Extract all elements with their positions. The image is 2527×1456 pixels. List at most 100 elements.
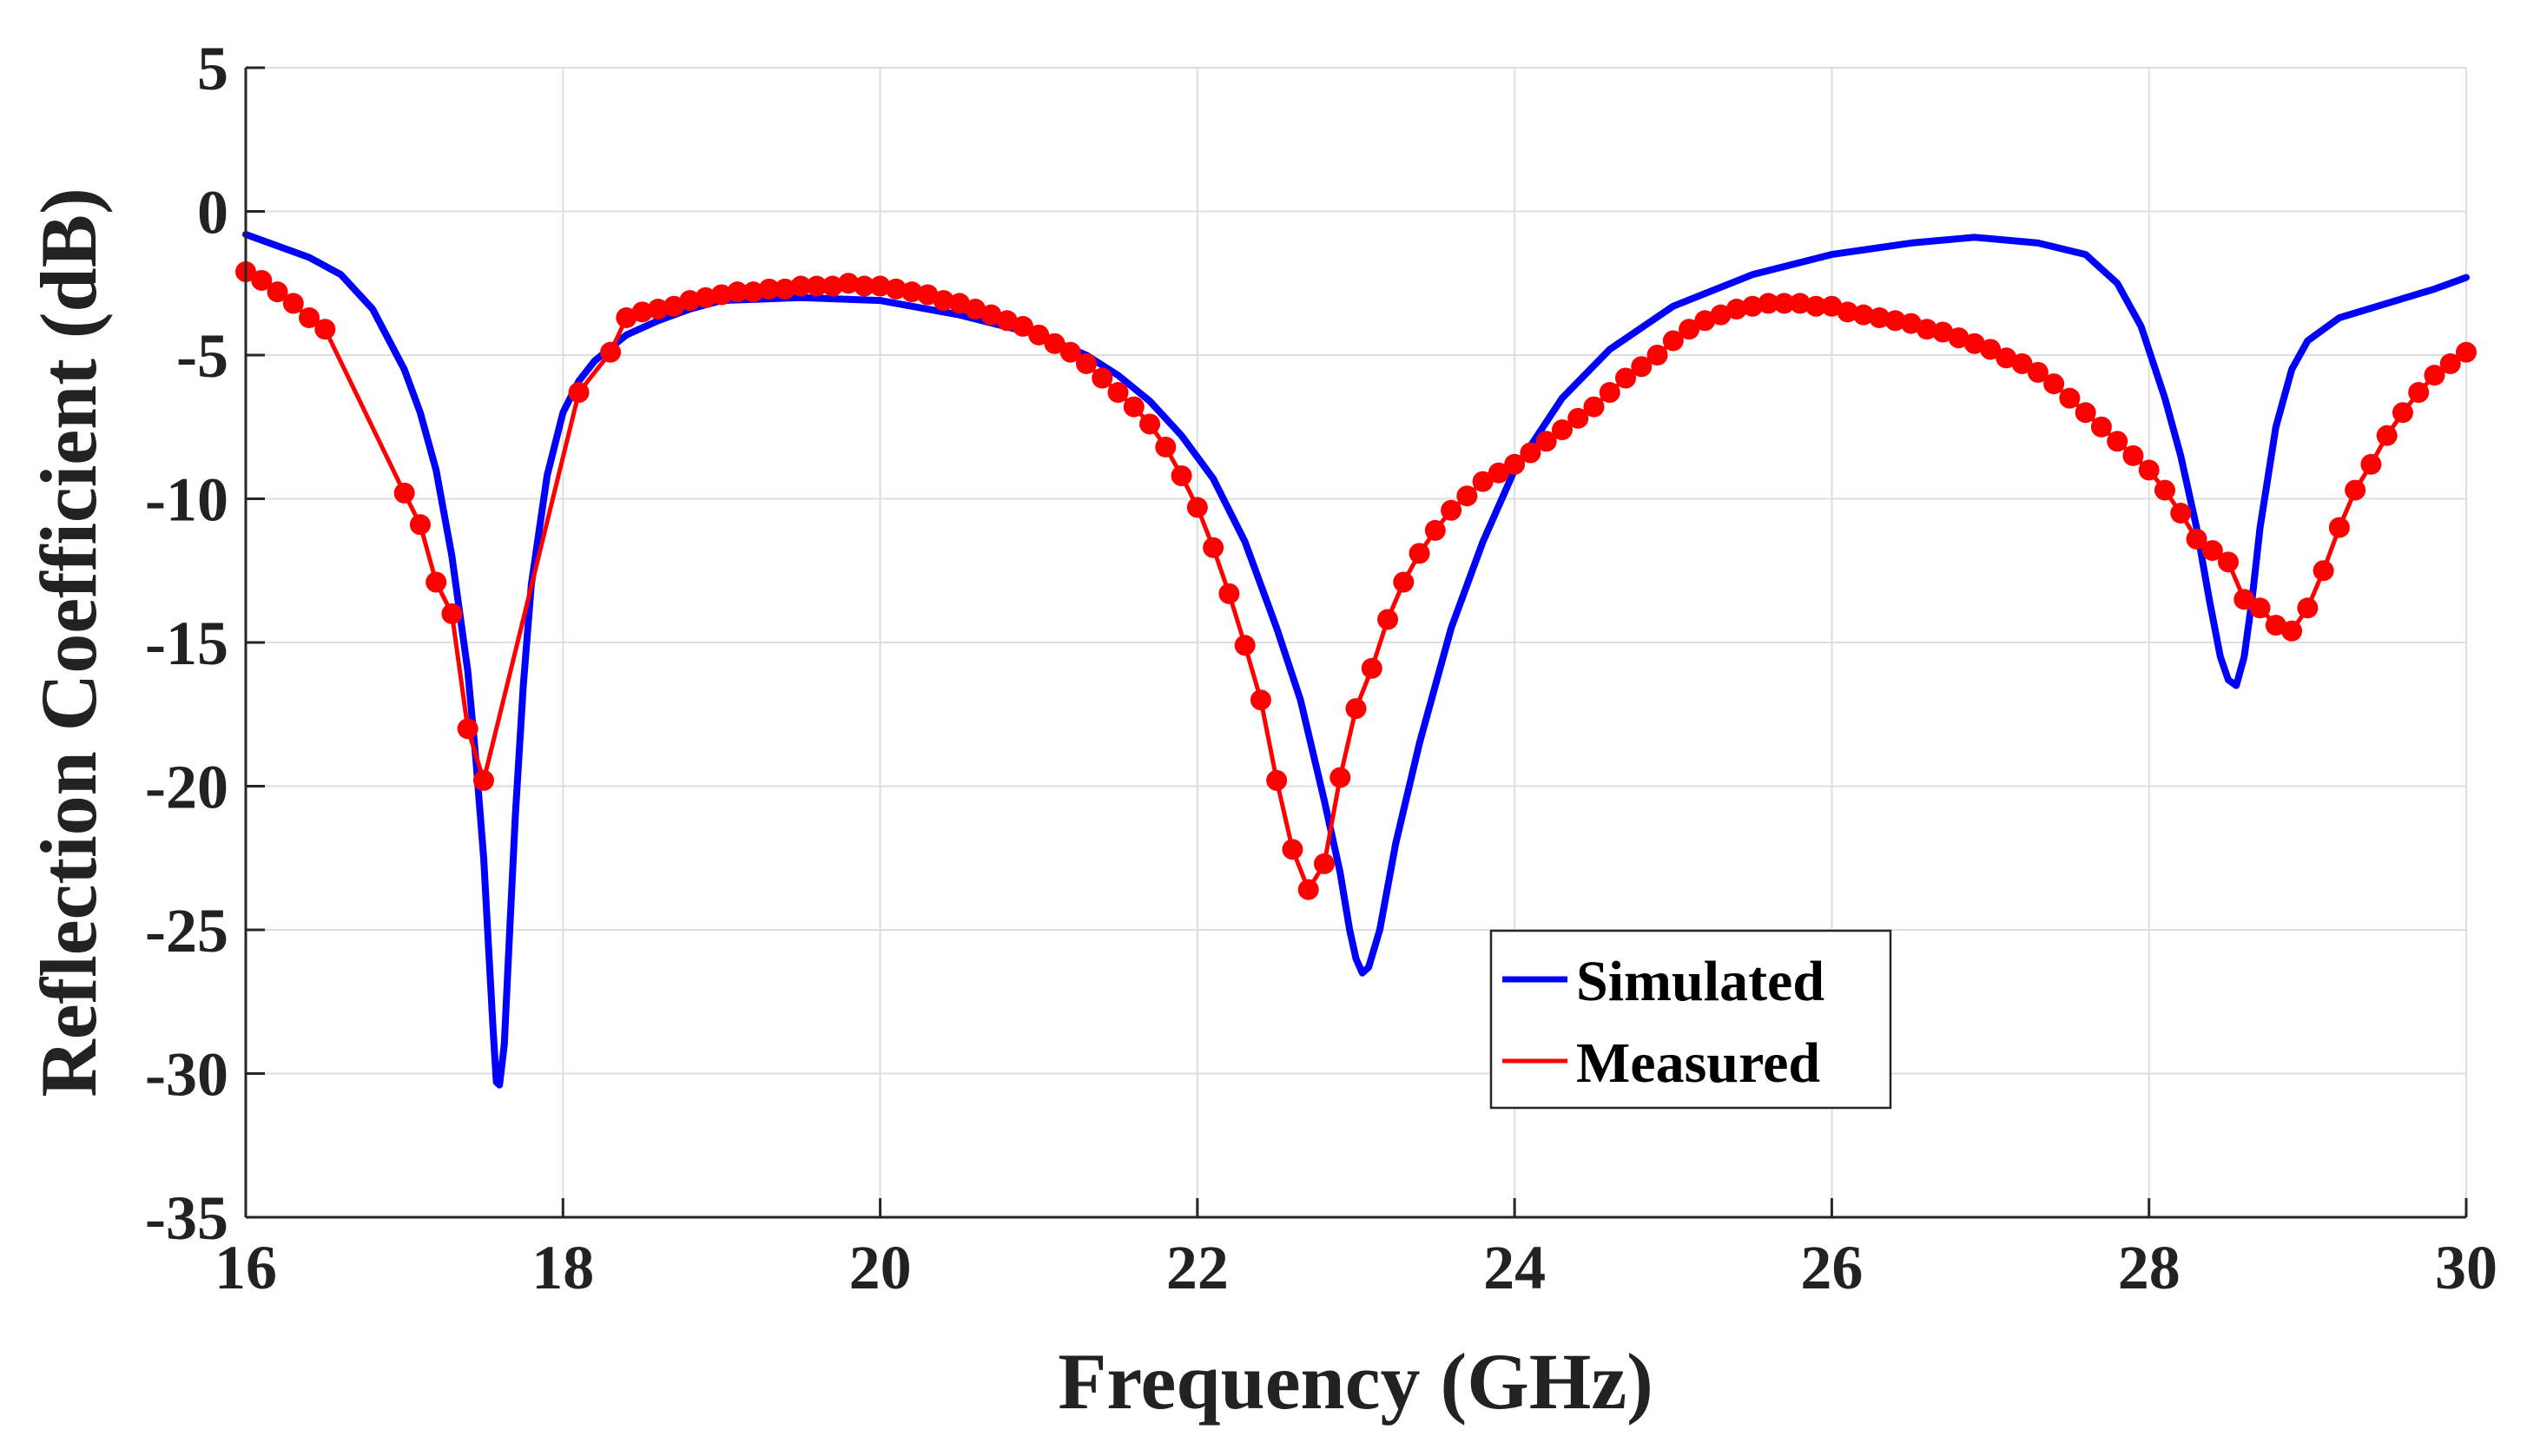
measured-point xyxy=(1662,330,1684,352)
measured-point xyxy=(1535,431,1557,452)
measured-point xyxy=(1758,293,1779,314)
measured-point xyxy=(1234,635,1256,656)
measured-point xyxy=(2075,402,2096,424)
measured-point xyxy=(631,301,653,323)
measured-point xyxy=(1345,698,1367,720)
measured-point xyxy=(1821,295,1843,317)
measured-point xyxy=(299,306,320,328)
y-tick-label: -30 xyxy=(145,1040,228,1110)
measured-point xyxy=(1313,853,1335,874)
y-tick-label: -10 xyxy=(145,465,228,535)
measured-point xyxy=(774,278,795,300)
measured-point xyxy=(1409,543,1430,564)
measured-point xyxy=(568,382,590,404)
measured-point xyxy=(1250,689,1271,711)
measured-point xyxy=(1520,442,1541,464)
measured-point xyxy=(663,295,685,317)
measured-point xyxy=(1155,436,1177,458)
measured-point xyxy=(1932,321,1954,343)
measured-point xyxy=(2154,479,2175,501)
measured-point xyxy=(901,281,923,303)
y-axis-title: Reflection Coefficient (dB) xyxy=(24,188,113,1097)
x-tick-label: 26 xyxy=(1800,1233,1863,1302)
measured-point xyxy=(282,293,304,314)
measured-point xyxy=(838,273,860,294)
measured-point xyxy=(1852,304,1874,326)
legend: Simulated Measured xyxy=(1489,929,1892,1110)
measured-point xyxy=(1472,471,1494,492)
x-tick-label: 16 xyxy=(214,1233,277,1302)
x-axis-title: Frequency (GHz) xyxy=(1058,1337,1653,1426)
measured-point xyxy=(2392,402,2413,424)
y-tick-label: -15 xyxy=(145,609,228,678)
measured-point xyxy=(1441,499,1462,521)
simulated-line xyxy=(242,231,2470,1089)
measured-point xyxy=(821,275,843,297)
measured-point xyxy=(1297,879,1319,900)
measured-point xyxy=(1948,327,1969,349)
measured-point xyxy=(1805,295,1827,317)
x-tick-label: 22 xyxy=(1166,1233,1229,1302)
measured-point xyxy=(885,278,907,300)
measured-point xyxy=(267,281,288,303)
measured-point xyxy=(1171,465,1192,487)
measured-point xyxy=(441,603,463,624)
measured-point xyxy=(2011,352,2033,374)
measured-point xyxy=(2059,387,2081,409)
measured-point xyxy=(1186,497,1208,518)
measured-point xyxy=(1963,333,1985,354)
measured-point xyxy=(679,290,701,312)
y-tick-label: 5 xyxy=(197,34,228,103)
measured-point xyxy=(1456,485,1478,507)
measured-point xyxy=(2408,382,2430,404)
measured-point xyxy=(426,571,447,593)
measured-point xyxy=(854,275,875,297)
y-tick-label: -5 xyxy=(176,321,228,391)
measured-point xyxy=(2281,620,2303,642)
measured-point xyxy=(1361,657,1382,679)
measured-point xyxy=(996,310,1018,332)
measured-point xyxy=(917,284,939,306)
measured-point xyxy=(2328,517,2350,538)
measured-point xyxy=(2249,597,2271,619)
x-tick-label: 18 xyxy=(531,1233,594,1302)
measured-point xyxy=(1599,382,1620,404)
measured-point xyxy=(2424,365,2445,386)
measured-point xyxy=(790,275,812,297)
measured-point xyxy=(1139,413,1161,435)
measured-point xyxy=(1551,419,1573,441)
measured-point xyxy=(965,299,986,320)
measured-point xyxy=(1725,299,1747,320)
measured-point xyxy=(1900,313,1922,334)
measured-point xyxy=(869,275,891,297)
legend-measured-label: Measured xyxy=(1576,1031,1820,1095)
measured-point xyxy=(600,341,622,363)
measured-point xyxy=(1012,315,1033,337)
measured-point xyxy=(1694,310,1716,332)
measured-point xyxy=(393,482,415,504)
measured-point xyxy=(695,287,716,308)
measured-point xyxy=(1631,356,1653,378)
measured-point xyxy=(1567,407,1589,429)
measured-point xyxy=(1869,306,1890,328)
measured-point xyxy=(1884,310,1906,332)
legend-simulated-label: Simulated xyxy=(1576,950,1824,1013)
measured-point xyxy=(1917,319,1938,340)
measured-point xyxy=(2376,425,2398,446)
measured-point xyxy=(933,290,954,312)
measured-point xyxy=(2027,361,2049,383)
measured-point xyxy=(1710,304,1732,326)
measured-point xyxy=(1742,295,1764,317)
measured-point xyxy=(1504,453,1526,475)
measured-point xyxy=(1282,839,1303,860)
measured-point xyxy=(1996,347,2017,369)
measured-point xyxy=(1329,767,1351,788)
measured-point xyxy=(727,281,749,303)
x-tick-label: 30 xyxy=(2435,1233,2497,1302)
y-tick-label: -35 xyxy=(145,1183,228,1253)
measured-point xyxy=(1266,769,1288,791)
measured-point xyxy=(2122,445,2144,466)
x-tick-label: 28 xyxy=(2118,1233,2181,1302)
measured-point xyxy=(2297,597,2319,619)
